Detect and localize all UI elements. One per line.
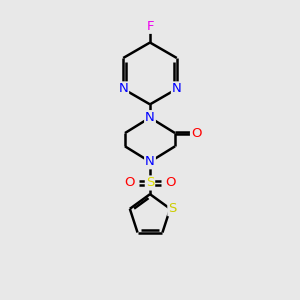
Text: F: F <box>146 20 154 33</box>
Text: N: N <box>118 82 128 95</box>
Text: O: O <box>124 176 135 190</box>
Text: N: N <box>145 111 155 124</box>
Text: N: N <box>172 82 182 95</box>
Text: S: S <box>146 176 154 190</box>
Text: O: O <box>165 176 176 190</box>
Text: O: O <box>191 127 202 140</box>
Text: S: S <box>168 202 177 215</box>
Text: N: N <box>145 155 155 168</box>
